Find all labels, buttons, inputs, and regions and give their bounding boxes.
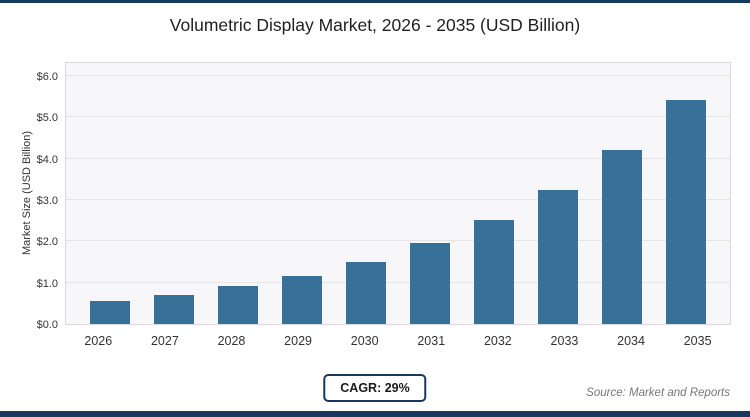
gridline xyxy=(66,116,730,118)
source-text: Source: Market and Reports xyxy=(586,387,730,399)
cagr-badge: CAGR: 29% xyxy=(323,374,427,402)
bar-2031 xyxy=(410,243,450,324)
x-axis-label: 2028 xyxy=(217,334,246,348)
x-axis-label: 2031 xyxy=(417,334,446,348)
y-tick-label: $4.0 xyxy=(36,153,58,166)
y-tick-label: $6.0 xyxy=(36,71,58,83)
y-tick-label: $1.0 xyxy=(36,277,58,290)
cagr-label: CAGR: 29% xyxy=(340,381,410,395)
x-axis-label: 2029 xyxy=(284,334,312,348)
bar-2030 xyxy=(346,261,386,324)
bar-2034 xyxy=(602,150,642,324)
bar-2026 xyxy=(90,301,130,324)
gridlines xyxy=(66,63,730,324)
gridline xyxy=(66,240,730,242)
plot-area xyxy=(65,62,731,325)
bar-2028 xyxy=(218,286,258,324)
x-axis-label: 2034 xyxy=(617,334,645,348)
gridline xyxy=(66,199,730,200)
x-axis-label: 2030 xyxy=(350,334,379,348)
bar-2032 xyxy=(474,219,514,324)
y-tick-label: $2.0 xyxy=(36,236,58,249)
x-axis-label: 2027 xyxy=(150,334,179,348)
bar-2029 xyxy=(282,275,322,324)
bar-2033 xyxy=(538,189,578,324)
x-axis-label: 2033 xyxy=(550,334,579,348)
x-axis-labels: 2026 2027 2028 2029 2030 2031 2032 2033 2034 2035 xyxy=(65,334,731,348)
chart-title: Volumetric Display Market, 2026 - 2035 (… xyxy=(169,15,581,35)
bar-2027 xyxy=(154,295,194,324)
bars xyxy=(66,63,730,324)
bar-2035 xyxy=(666,99,706,324)
gridline xyxy=(66,75,730,76)
bottom-border xyxy=(0,411,750,417)
gridline xyxy=(66,281,730,283)
y-tick-label: $5.0 xyxy=(36,112,58,125)
y-tick-label: $0.0 xyxy=(36,319,58,331)
x-axis-label: 2026 xyxy=(84,334,113,348)
y-tick-label: $3.0 xyxy=(36,195,58,207)
gridline xyxy=(66,157,730,159)
y-axis-ticks: $0.0 $1.0 $2.0 $3.0 $4.0 $5.0 $6.0 xyxy=(0,62,58,331)
x-axis-label: 2035 xyxy=(683,334,712,348)
top-border xyxy=(0,0,750,3)
x-axis-label: 2032 xyxy=(483,334,512,348)
